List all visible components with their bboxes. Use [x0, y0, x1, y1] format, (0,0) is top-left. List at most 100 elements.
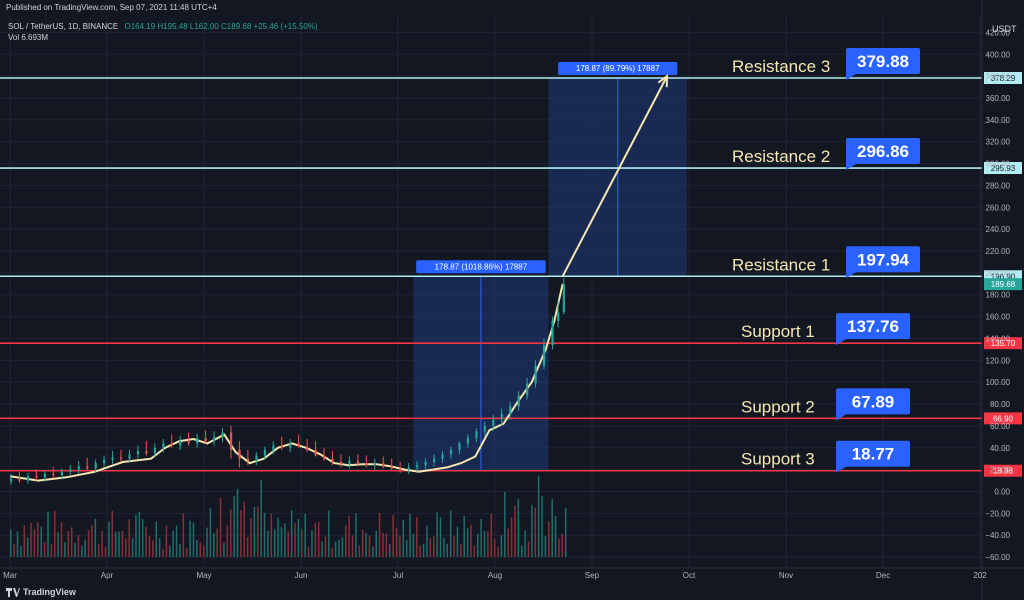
volume-bar: [321, 541, 323, 558]
candle-body: [306, 446, 309, 450]
volume-bar: [473, 545, 476, 558]
level-tag-pointer: [846, 158, 856, 171]
x-tick-label: Apr: [101, 571, 114, 580]
volume-bar: [145, 526, 147, 558]
volume-bar: [70, 527, 73, 558]
axis-price-text: 66.90: [993, 414, 1014, 423]
level-tag-text: 197.94: [857, 250, 910, 269]
candle-body: [18, 478, 21, 481]
level-tag: [846, 246, 920, 273]
volume-bar: [466, 527, 469, 558]
volume-bar: [487, 531, 489, 558]
volume-bar: [564, 507, 567, 558]
level-tag-text: 18.77: [852, 445, 895, 464]
volume-bar: [304, 513, 306, 558]
volume-bar: [558, 538, 560, 558]
volume-bar: [185, 548, 188, 558]
volume-bar: [389, 543, 391, 558]
volume-bar: [57, 532, 59, 558]
volume-bar: [290, 510, 293, 558]
candle-body: [348, 460, 351, 465]
volume-bar: [412, 533, 415, 558]
level-labels: Resistance 3 379.88 Resistance 2 296.86 Resi…: [732, 47, 920, 473]
projection-label: 178.87 (89.79%) 17887: [576, 64, 660, 73]
time-axis[interactable]: Mar Apr May Jun Jul Aug Sep Oct Nov Dec 202: [0, 567, 1024, 580]
volume-bar: [311, 530, 313, 558]
candle-body: [60, 471, 63, 476]
y-tick-label: 320.00: [986, 138, 1011, 147]
candle-body: [52, 473, 55, 476]
volume-bar: [277, 517, 279, 558]
volume-bar: [544, 535, 547, 558]
price-axis[interactable]: −60.00 −40.00 −20.00 0.00 20.00 40.00 60.00 80.…: [981, 0, 1011, 600]
level-tag-text: 296.86: [857, 142, 909, 161]
volume-bar: [33, 529, 36, 558]
x-tick-label: Sep: [585, 571, 600, 580]
currency-label[interactable]: USDT: [992, 24, 1017, 34]
volume-bar: [470, 524, 472, 558]
volume-bar: [334, 541, 337, 558]
candle-body: [94, 463, 97, 469]
volume-bar: [196, 539, 198, 558]
volume-bar: [419, 545, 421, 558]
axis-price-text: 295.93: [991, 164, 1016, 173]
candle-body: [475, 431, 478, 438]
level-label: Resistance 3: [732, 57, 830, 76]
axis-price-tag: [984, 162, 1022, 175]
candle-body: [246, 458, 250, 461]
candle-body: [466, 437, 470, 444]
volume-bar: [246, 537, 249, 558]
volume-bar: [223, 542, 225, 558]
x-tick-label: Oct: [683, 571, 696, 580]
volume-bar: [169, 545, 171, 558]
volume-bar: [314, 522, 317, 558]
volume-bar: [554, 516, 557, 558]
volume-bar: [395, 527, 398, 558]
candle-body: [77, 466, 80, 470]
support-resistance-lines: 378.29 295.93 196.90 135.70 66.90 18.98 189.68: [0, 71, 1022, 477]
candle-body: [204, 437, 207, 442]
candle-body: [128, 454, 131, 459]
symbol-label[interactable]: SOL / TetherUS, 1D, BINANCE: [8, 22, 119, 31]
volume-bar: [50, 544, 53, 558]
y-tick-label: 160.00: [986, 313, 1011, 322]
candle-body: [86, 466, 89, 469]
volume-bar: [155, 521, 158, 558]
ohlc-values: O164.19 H195.48 L162.00 C189.68 +25.46 (…: [124, 22, 318, 31]
tradingview-brand[interactable]: TradingView: [6, 587, 76, 597]
candle-body: [69, 469, 72, 472]
x-tick-label: Jun: [295, 571, 308, 580]
volume-bar: [128, 519, 130, 558]
candle-body: [314, 449, 317, 456]
volume-bar: [341, 536, 344, 558]
volume-bar: [504, 491, 506, 558]
volume-bar: [476, 533, 479, 558]
volume-bar: [253, 506, 256, 558]
volume-bar: [10, 529, 12, 558]
candle-body: [297, 443, 300, 447]
volume-bar: [192, 522, 195, 558]
volume-bar: [13, 544, 15, 558]
volume-bar: [77, 535, 80, 558]
x-tick-label: Dec: [876, 571, 890, 580]
volume-bar: [331, 547, 333, 558]
arrow-line: [561, 75, 668, 277]
volume-bar: [243, 501, 245, 558]
y-tick-label: 60.00: [990, 422, 1011, 431]
candle-body: [26, 476, 30, 481]
volume-bar: [87, 530, 90, 558]
volume-bar: [209, 508, 212, 558]
axis-price-text: 18.98: [993, 467, 1014, 476]
volume-bar: [43, 542, 46, 558]
candle-body: [331, 458, 334, 462]
volume-bar: [20, 545, 22, 558]
x-tick-label: Mar: [3, 571, 17, 580]
volume-bar: [355, 513, 357, 558]
candle-body: [229, 432, 233, 450]
level-label: Resistance 1: [732, 255, 830, 274]
volume-bar: [263, 512, 266, 558]
volume-bar: [372, 546, 374, 558]
volume-bar: [385, 533, 388, 558]
volume-bar: [294, 522, 296, 558]
